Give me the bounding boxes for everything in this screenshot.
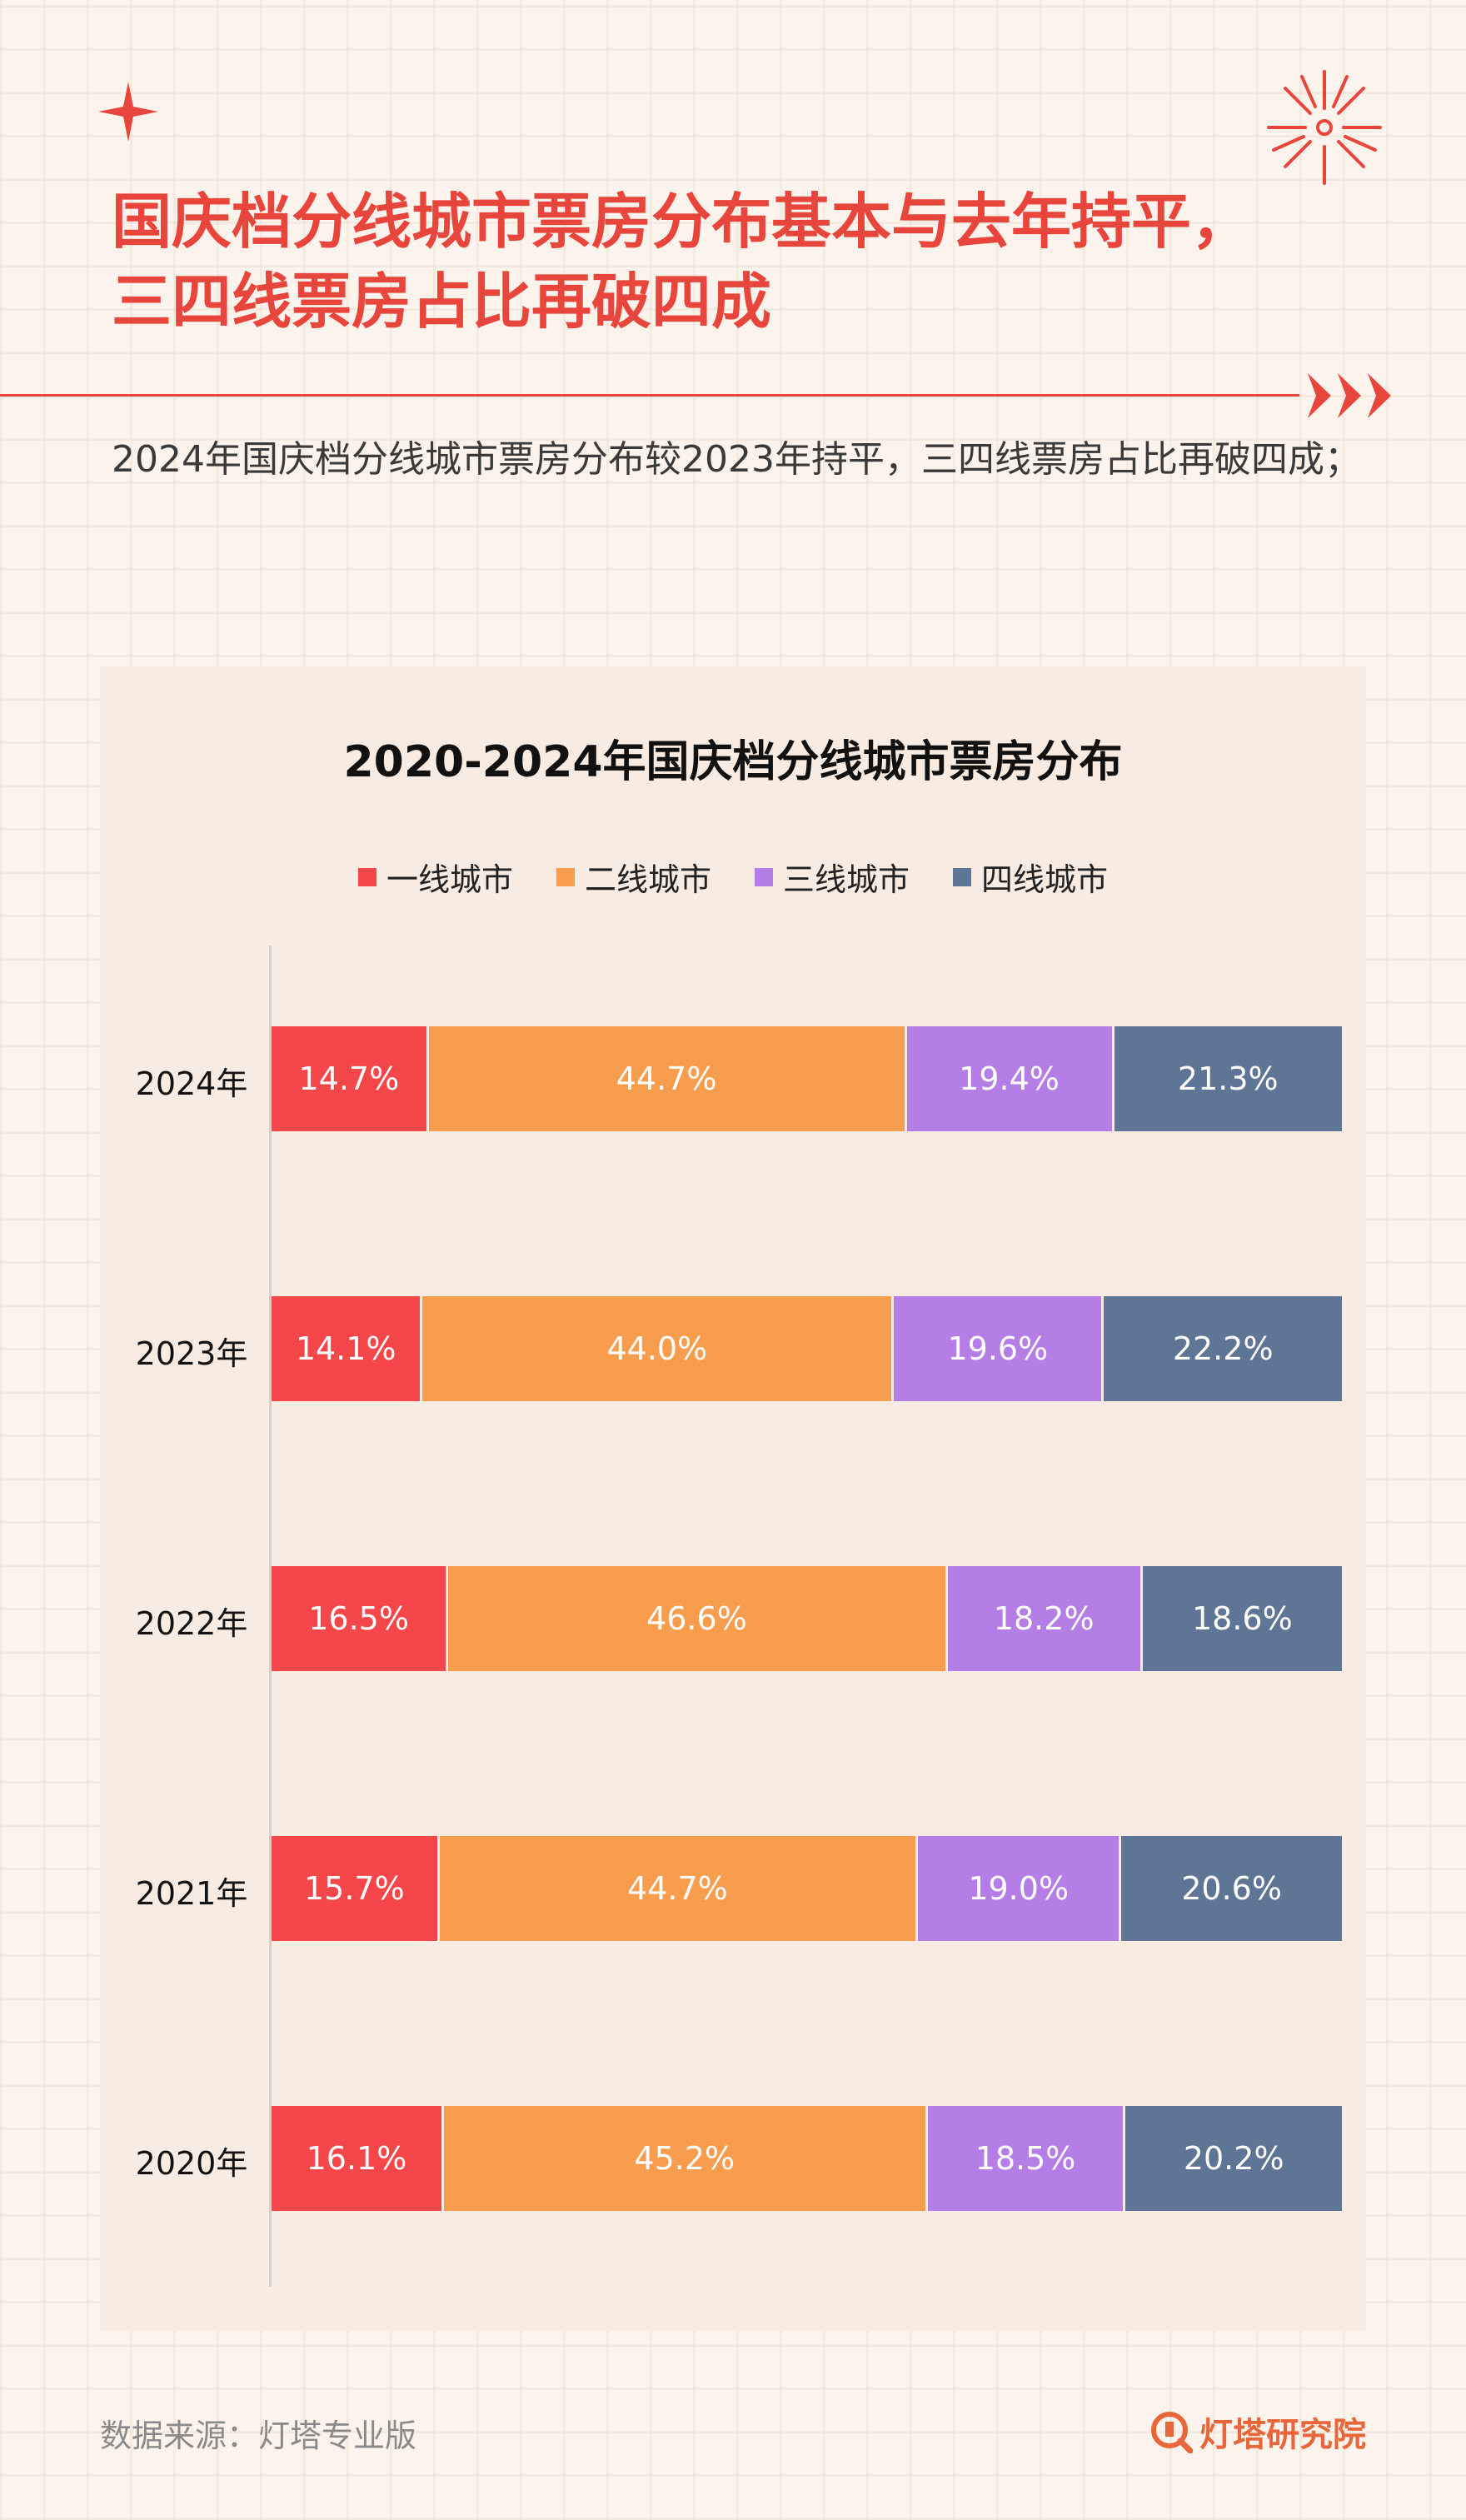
bar-segment-1: 16.1% — [272, 2106, 444, 2211]
chart-panel: 2020-2024年国庆档分线城市票房分布 一线城市 二线城市 三线城市 四线城市 2… — [100, 666, 1366, 2331]
bar-segment-2: 46.6% — [448, 1566, 948, 1671]
category-label: 2024年 — [135, 1065, 248, 1102]
legend-label: 二线城市 — [584, 861, 711, 898]
legend-label: 一线城市 — [386, 861, 513, 898]
bar-segment-2: 44.7% — [428, 1026, 907, 1131]
legend-swatch — [953, 867, 972, 886]
legend-label: 三线城市 — [783, 861, 910, 898]
bar-segment-2: 44.0% — [422, 1296, 895, 1401]
stacked-bar: 16.1% 45.2% 18.5% 20.2% — [272, 2106, 1342, 2211]
bar-segment-1: 16.5% — [272, 1566, 449, 1671]
subtitle: 2024年国庆档分线城市票房分布较2023年持平，三四线票房占比再破四成； — [112, 438, 1361, 481]
bar-segment-2: 45.2% — [443, 2106, 928, 2211]
brand-logo: 灯塔研究院 — [1149, 2408, 1366, 2456]
stacked-bar: 14.7% 44.7% 19.4% 21.3% — [272, 1026, 1342, 1131]
category-label: 2023年 — [135, 1335, 248, 1372]
legend-swatch — [556, 867, 575, 886]
category-label: 2022年 — [135, 1605, 248, 1642]
triple-arrow-icon — [1308, 373, 1391, 418]
bar-segment-3: 19.0% — [918, 1836, 1122, 1941]
legend-item-2: 二线城市 — [556, 854, 711, 900]
bar-segment-4: 21.3% — [1114, 1026, 1342, 1131]
bar-segment-1: 14.1% — [272, 1296, 423, 1401]
stacked-bar: 15.7% 44.7% 19.0% 20.6% — [272, 1836, 1342, 1941]
chart-legend: 一线城市 二线城市 三线城市 四线城市 — [100, 854, 1366, 900]
lighthouse-icon — [1151, 2412, 1193, 2453]
title-line-1: 国庆档分线城市票房分布基本与去年持平， — [112, 187, 1252, 257]
stacked-bar: 14.1% 44.0% 19.6% 22.2% — [272, 1296, 1342, 1401]
bar-segment-3: 18.5% — [927, 2106, 1126, 2211]
y-axis-line — [269, 946, 272, 2287]
sparkle-icon — [98, 82, 158, 142]
page-title: 国庆档分线城市票房分布基本与去年持平， 三四线票房占比再破四成 — [112, 182, 1361, 342]
legend-item-3: 三线城市 — [755, 854, 910, 900]
stacked-bar: 16.5% 46.6% 18.2% 18.6% — [272, 1566, 1342, 1671]
title-divider — [0, 394, 1299, 397]
category-label: 2020年 — [135, 2145, 248, 2182]
bar-segment-4: 20.2% — [1125, 2106, 1342, 2211]
bar-segment-3: 18.2% — [947, 1566, 1143, 1671]
bar-segment-4: 22.2% — [1104, 1296, 1342, 1401]
title-line-2: 三四线票房占比再破四成 — [112, 267, 772, 337]
legend-item-4: 四线城市 — [953, 854, 1108, 900]
bar-segment-3: 19.4% — [906, 1026, 1114, 1131]
brand-name: 灯塔研究院 — [1199, 2416, 1366, 2454]
legend-swatch — [755, 867, 773, 886]
bar-segment-2: 44.7% — [439, 1836, 919, 1941]
legend-label: 四线城市 — [981, 861, 1109, 898]
firework-icon — [1267, 70, 1382, 185]
bar-segment-4: 20.6% — [1121, 1836, 1342, 1941]
chart-title: 2020-2024年国庆档分线城市票房分布 — [343, 737, 1123, 787]
legend-item-1: 一线城市 — [357, 854, 513, 900]
source-note: 数据来源：灯塔专业版 — [100, 2418, 417, 2454]
bar-segment-1: 15.7% — [272, 1836, 440, 1941]
bar-segment-3: 19.6% — [894, 1296, 1104, 1401]
bar-segment-1: 14.7% — [272, 1026, 429, 1131]
bar-segment-4: 18.6% — [1142, 1566, 1342, 1671]
legend-swatch — [357, 867, 376, 886]
category-label: 2021年 — [135, 1875, 248, 1912]
